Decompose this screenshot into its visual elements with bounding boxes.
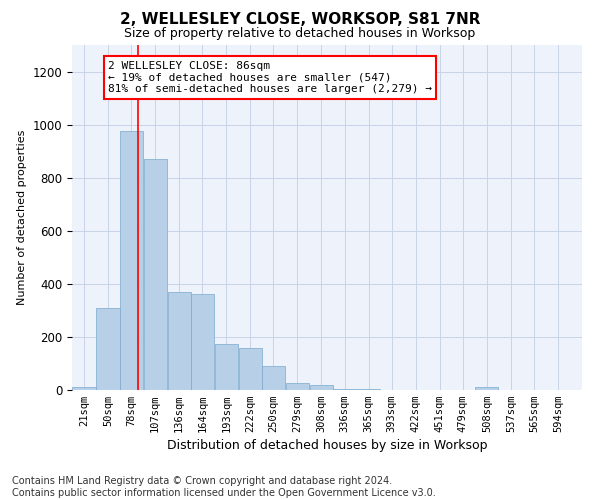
Text: Size of property relative to detached houses in Worksop: Size of property relative to detached ho…	[124, 28, 476, 40]
Bar	[143, 159, 167, 390]
Bar	[97, 308, 119, 390]
Bar	[310, 384, 333, 390]
Bar	[286, 384, 309, 390]
Bar	[167, 292, 191, 390]
Bar	[73, 388, 95, 390]
Bar	[191, 294, 214, 390]
Text: 2, WELLESLEY CLOSE, WORKSOP, S81 7NR: 2, WELLESLEY CLOSE, WORKSOP, S81 7NR	[120, 12, 480, 28]
Text: 2 WELLESLEY CLOSE: 86sqm
← 19% of detached houses are smaller (547)
81% of semi-: 2 WELLESLEY CLOSE: 86sqm ← 19% of detach…	[108, 61, 432, 94]
Bar	[262, 366, 285, 390]
Y-axis label: Number of detached properties: Number of detached properties	[17, 130, 27, 305]
Bar	[239, 348, 262, 390]
Bar	[475, 388, 499, 390]
Text: Contains HM Land Registry data © Crown copyright and database right 2024.
Contai: Contains HM Land Registry data © Crown c…	[12, 476, 436, 498]
Bar	[119, 131, 143, 390]
Bar	[215, 344, 238, 390]
X-axis label: Distribution of detached houses by size in Worksop: Distribution of detached houses by size …	[167, 440, 487, 452]
